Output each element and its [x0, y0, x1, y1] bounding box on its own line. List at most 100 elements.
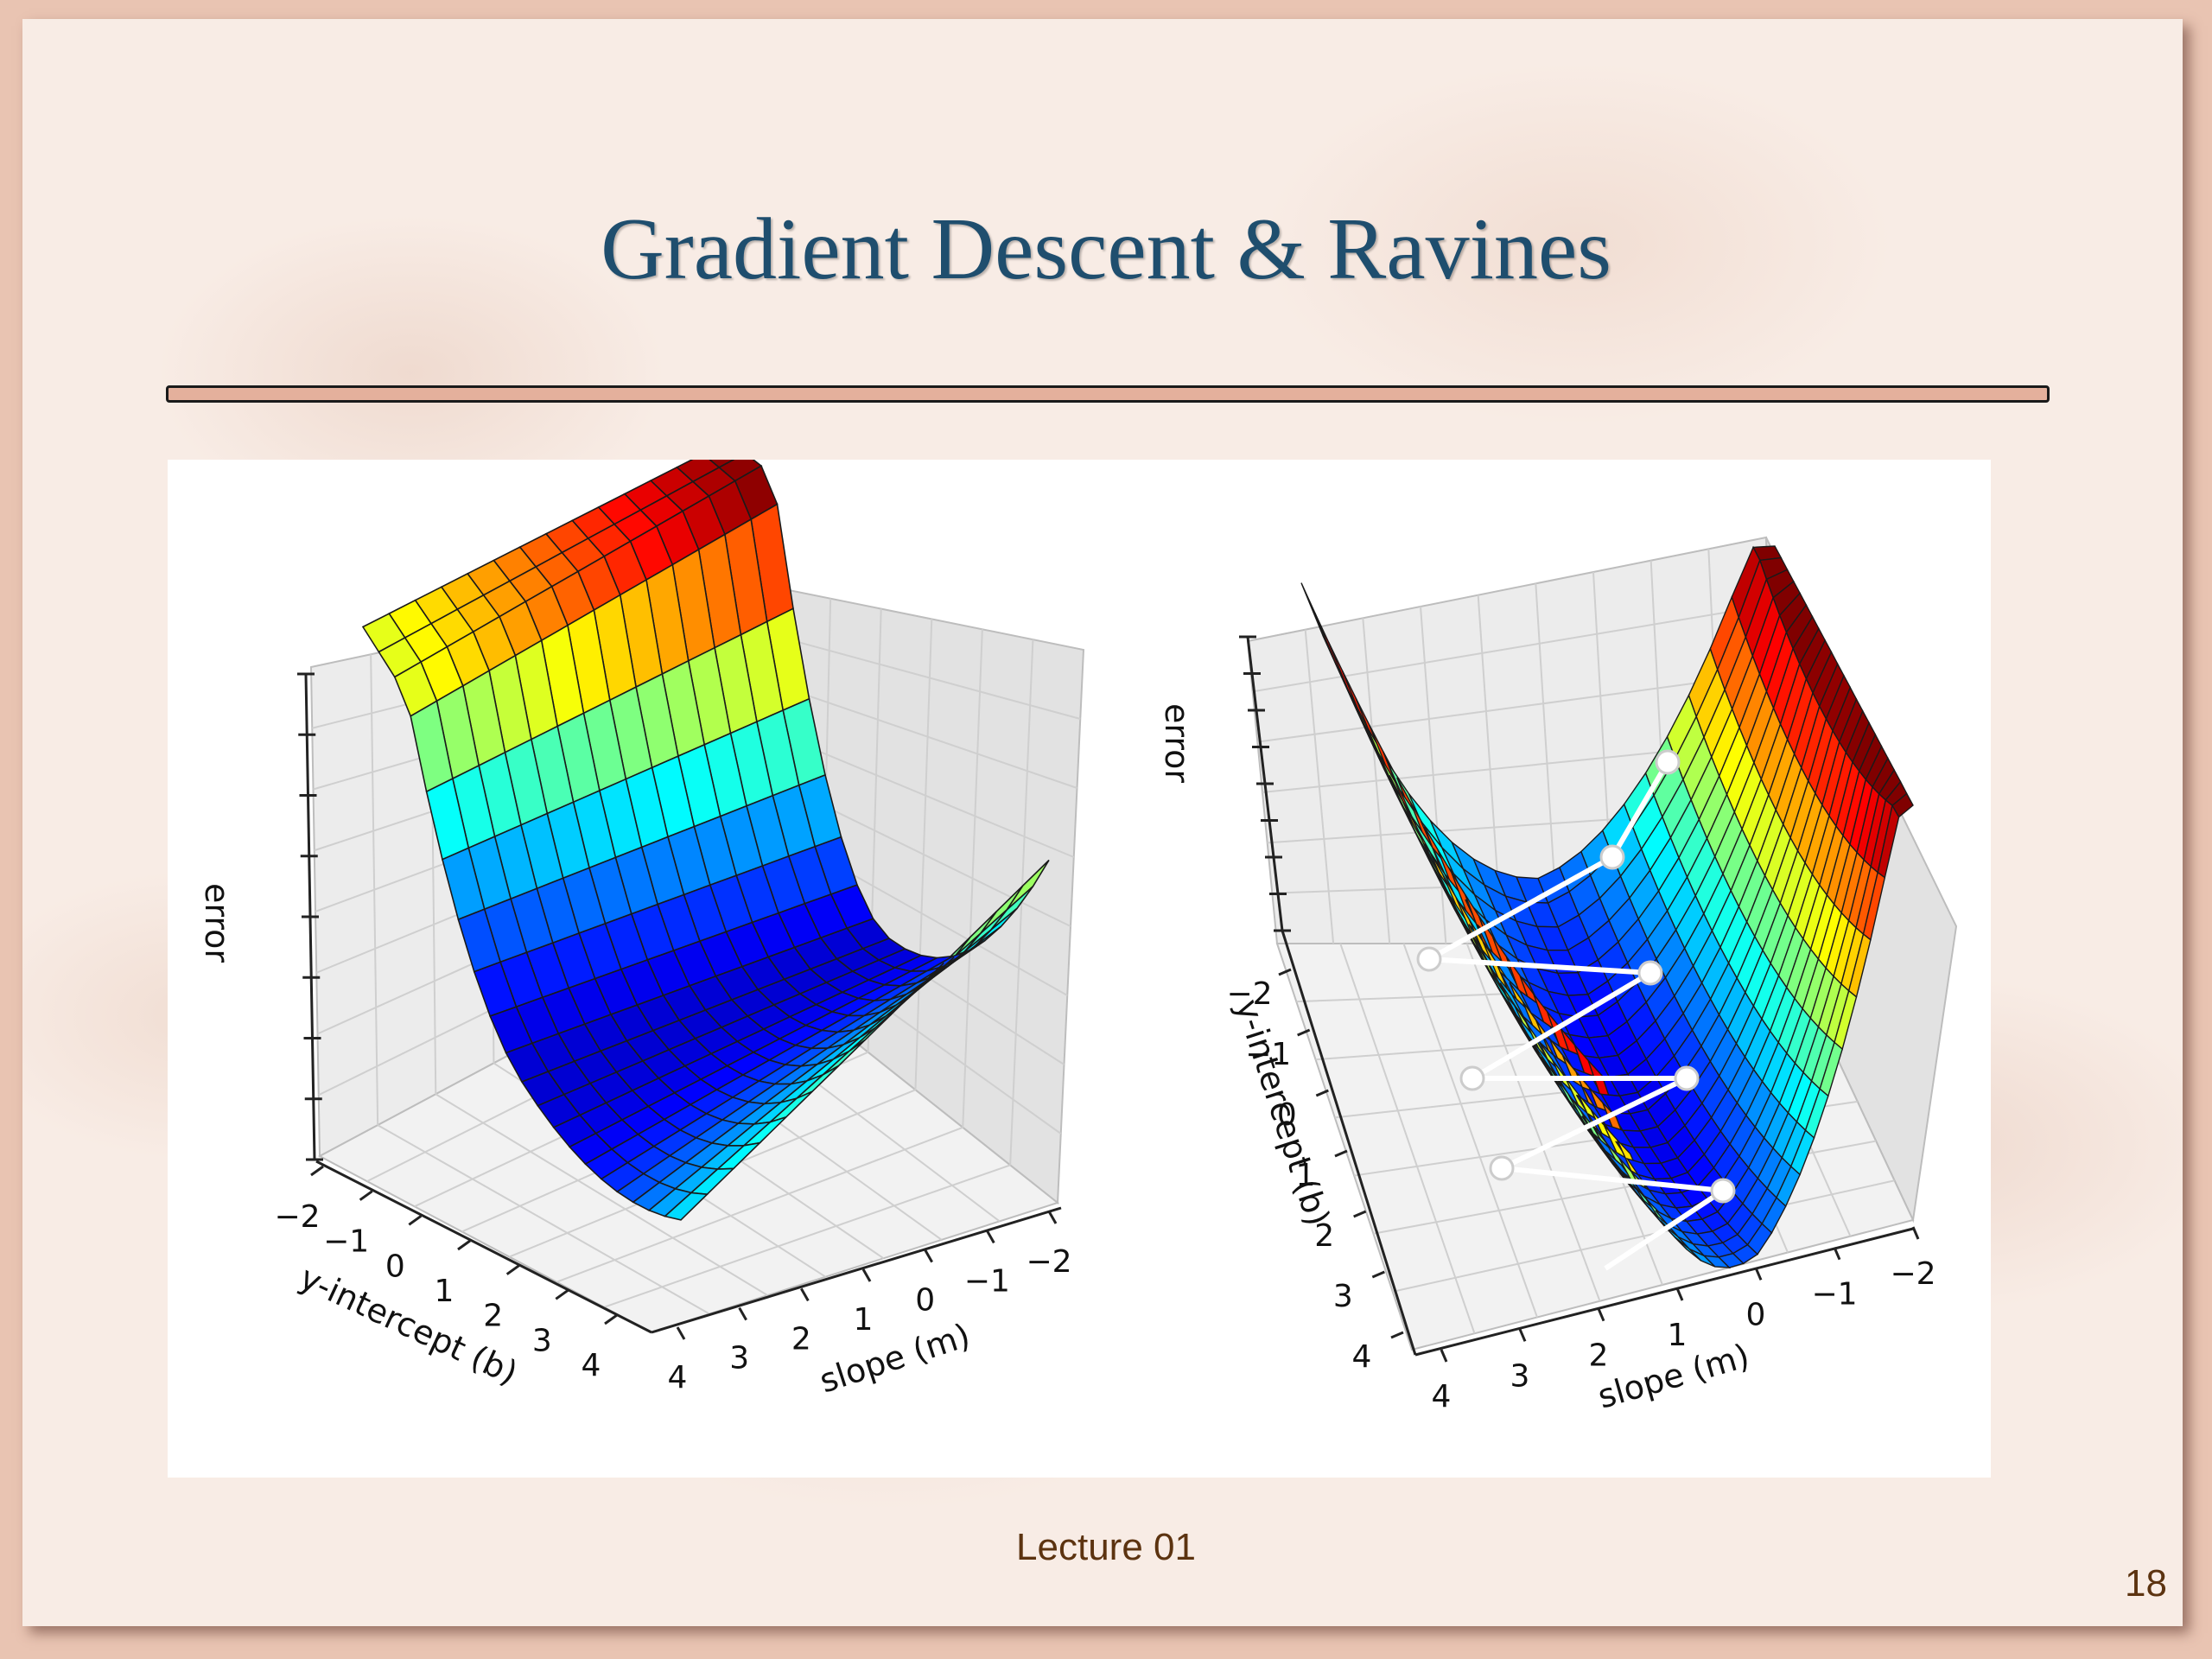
- grid-line: [377, 1124, 710, 1315]
- right-b-tick-label: 2: [1314, 1218, 1334, 1254]
- right-m-tick-mark: [1597, 1308, 1605, 1322]
- left-b-tick-mark: [505, 1264, 520, 1275]
- page-number: 18: [2125, 1562, 2167, 1605]
- grid-line: [1465, 943, 1601, 1302]
- right-b-tick-label: 1: [1296, 1158, 1316, 1193]
- right-m-tick-mark: [1911, 1226, 1920, 1240]
- left-b-tick-label: 3: [532, 1323, 552, 1358]
- slide-title: Gradient Descent & Ravines: [601, 200, 1611, 298]
- right-m-tick-label: 4: [1432, 1379, 1452, 1414]
- left-b-tick-mark: [555, 1289, 569, 1300]
- left-b-tick-mark: [457, 1239, 471, 1251]
- left-m-tick-label: 0: [915, 1283, 935, 1319]
- left-z-ticks: [297, 672, 323, 1161]
- right-b-ticks: −2 −1 0 1 2 3 4: [1226, 968, 1404, 1375]
- grid-line: [603, 1164, 1011, 1308]
- right-m-tick-label: −2: [1890, 1256, 1936, 1292]
- left-b-tick-mark: [359, 1190, 373, 1201]
- grid-line: [1339, 943, 1476, 1334]
- left-m-axis-label: slope (m): [815, 1316, 975, 1400]
- left-m-tick-mark: [800, 1287, 810, 1302]
- right-b-tick-mark: [1278, 968, 1292, 976]
- right-b-tick-mark: [1297, 1028, 1311, 1037]
- right-b-tick-label: 4: [1352, 1339, 1372, 1375]
- descent-step-point: [1416, 946, 1442, 972]
- right-m-tick-mark: [1833, 1247, 1841, 1261]
- grid-line: [435, 1093, 768, 1296]
- right-surface-patch: [1702, 1255, 1732, 1268]
- left-error-surface: [361, 460, 1050, 1221]
- descent-step-point: [1599, 844, 1625, 870]
- right-z-axis-label: error: [1158, 703, 1196, 783]
- left-b-tick-mark: [604, 1313, 618, 1325]
- right-m-tick-label: 0: [1746, 1297, 1766, 1332]
- right-error-surface: [1300, 545, 1914, 1268]
- left-m-tick-label: 4: [668, 1360, 688, 1395]
- right-m-tick-mark: [1675, 1287, 1684, 1301]
- grid-line: [1402, 943, 1538, 1318]
- left-b-tick-label: 0: [385, 1249, 405, 1284]
- right-m-tick-label: 3: [1510, 1358, 1530, 1394]
- descent-step-point: [1637, 960, 1663, 986]
- left-m-tick-label: 3: [729, 1341, 749, 1376]
- left-m-ticks: 4 3 2 1 0 −1 −2: [668, 1211, 1072, 1395]
- left-b-tick-label: −1: [323, 1224, 369, 1260]
- descent-step-point: [1655, 749, 1681, 775]
- right-m-tick-label: 1: [1668, 1318, 1688, 1353]
- left-b-axis: [315, 1160, 652, 1334]
- grid-line: [1257, 671, 1772, 743]
- right-b-tick-mark: [1315, 1089, 1329, 1097]
- left-z-axis-label: error: [198, 883, 236, 963]
- left-b-tick-label: −2: [274, 1199, 320, 1235]
- descent-step-point: [1489, 1155, 1515, 1181]
- left-m-tick-label: 2: [791, 1321, 811, 1357]
- left-m-tick-mark: [924, 1249, 933, 1263]
- right-m-tick-mark: [1518, 1328, 1527, 1342]
- right-b-tick-mark: [1353, 1210, 1367, 1218]
- right-z-ticks: [1239, 635, 1291, 932]
- left-b-tick-label: 1: [435, 1274, 454, 1309]
- right-m-ticks: 4 3 2 1 0 −1 −2: [1432, 1226, 1936, 1414]
- right-b-tick-label: −1: [1245, 1037, 1291, 1072]
- surface-plots-figure: error −2 −1 0 1 2 3 4 4 3 2 1 0 −1 −2 y-intercept (b…: [168, 460, 1991, 1478]
- title-divider: [166, 385, 2050, 403]
- descent-step-point: [1710, 1178, 1736, 1204]
- grid-line: [1252, 604, 1770, 693]
- grid-line: [556, 1126, 963, 1283]
- left-surface-patch: [663, 1192, 709, 1221]
- right-b-tick-label: −2: [1226, 976, 1272, 1012]
- grid-line: [1392, 1179, 1895, 1293]
- left-m-tick-mark: [986, 1230, 995, 1244]
- descent-step-point: [1459, 1065, 1485, 1091]
- right-m-tick-mark: [1754, 1267, 1763, 1281]
- right-b-tick-label: 0: [1277, 1097, 1297, 1133]
- right-m-axis: [1414, 1227, 1914, 1357]
- right-m-tick-mark: [1440, 1349, 1448, 1363]
- left-m-tick-mark: [861, 1268, 872, 1282]
- left-b-tick-mark: [310, 1165, 324, 1177]
- right-b-tick-mark: [1334, 1149, 1348, 1158]
- left-m-tick-mark: [738, 1306, 747, 1321]
- left-m-tick-mark: [1047, 1211, 1058, 1224]
- right-b-tick-mark: [1371, 1270, 1385, 1279]
- right-b-axis: [1281, 930, 1417, 1356]
- left-m-tick-label: −2: [1026, 1244, 1071, 1280]
- descent-step-point: [1674, 1065, 1700, 1091]
- left-b-tick-mark: [408, 1215, 423, 1226]
- right-m-tick-label: 2: [1589, 1338, 1609, 1374]
- left-b-tick-label: 4: [582, 1348, 601, 1383]
- left-b-tick-label: 2: [483, 1299, 503, 1334]
- gradient-descent-path: [1416, 749, 1736, 1271]
- left-m-tick-label: −1: [964, 1263, 1010, 1299]
- right-m-tick-label: −1: [1811, 1277, 1857, 1313]
- right-b-tick-label: 3: [1333, 1279, 1353, 1314]
- slide-footer: Lecture 01: [1016, 1526, 1196, 1568]
- right-b-tick-mark: [1390, 1331, 1404, 1339]
- left-m-axis: [651, 1206, 1062, 1334]
- left-m-tick-label: 1: [854, 1302, 874, 1338]
- left-m-tick-mark: [676, 1326, 686, 1340]
